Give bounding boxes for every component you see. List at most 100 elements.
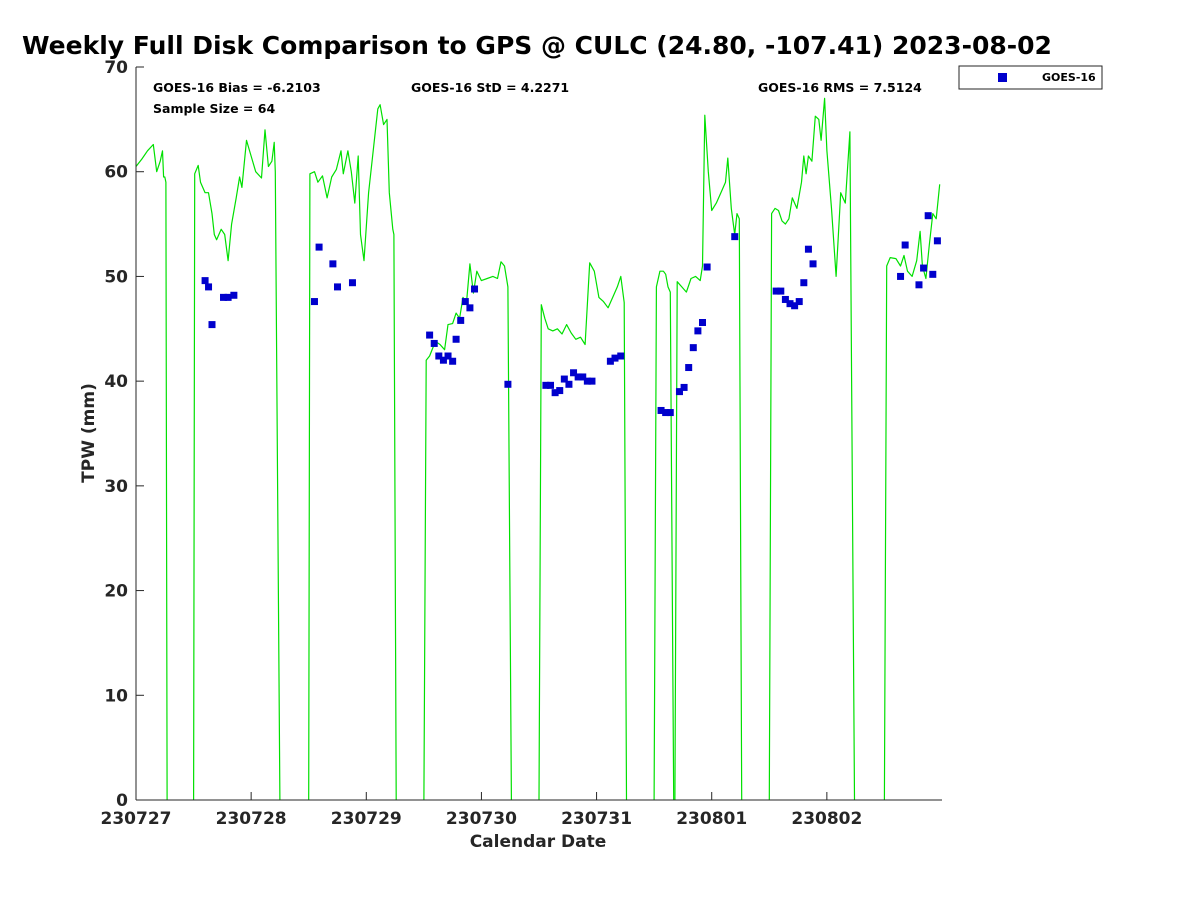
y-tick-label: 0 (116, 791, 128, 811)
goes-16-point (781, 295, 789, 303)
goes-16-point (583, 377, 591, 385)
goes-16-point (800, 279, 808, 287)
chart-title: Weekly Full Disk Comparison to GPS @ CUL… (22, 31, 1052, 60)
goes-16-point (551, 389, 559, 397)
x-ticks: 230727 230728 230729 230730 230731 230801 2308… (101, 792, 862, 829)
std-stat: GOES-16 StD = 4.2271 (411, 80, 569, 95)
goes-16-point (703, 263, 711, 271)
x-tick-label: 230801 (676, 809, 747, 829)
goes-16-point (680, 383, 688, 391)
y-tick-label: 20 (104, 582, 128, 602)
goes-16-point (588, 377, 596, 385)
goes-16-point (230, 291, 238, 299)
gps-line-segment (538, 262, 628, 801)
goes-16-point (466, 304, 474, 312)
legend: GOES-16 (958, 65, 1103, 90)
gps-line-segment (135, 143, 168, 801)
goes-16-point (430, 339, 438, 347)
gps-line-series (135, 97, 941, 801)
goes-16-point (662, 409, 670, 417)
bias-stat: GOES-16 Bias = -6.2103 (153, 80, 321, 95)
goes-16-point (435, 352, 443, 360)
goes-16-point (933, 237, 941, 245)
x-tick-label: 230802 (791, 809, 862, 829)
goes-16-point (310, 298, 318, 306)
x-tick-label: 230728 (216, 809, 287, 829)
goes-16-point (565, 380, 573, 388)
goes-16-point (426, 331, 434, 339)
goes-16-point (666, 409, 674, 417)
goes-16-point (315, 243, 323, 251)
goes-16-point (791, 302, 799, 310)
y-tick-label: 40 (104, 372, 128, 392)
axes: 0 10 20 30 40 50 60 70 230727 230728 230729 230730… (101, 58, 942, 829)
gps-line-segment (674, 114, 743, 801)
goes-16-point (461, 298, 469, 306)
goes-16-point (901, 241, 909, 249)
goes-16-point (694, 327, 702, 335)
goes-16-point (809, 260, 817, 268)
goes-16-point (224, 293, 232, 301)
goes-16-point (657, 406, 665, 414)
goes-16-point (924, 212, 932, 220)
goes-16-point (457, 316, 465, 324)
goes-16-point (452, 335, 460, 343)
y-ticks: 0 10 20 30 40 50 60 70 (104, 58, 144, 811)
goes-16-point (795, 298, 803, 306)
y-tick-label: 70 (104, 58, 128, 78)
rms-stat: GOES-16 RMS = 7.5124 (758, 80, 922, 95)
goes-16-point (772, 287, 780, 295)
goes-16-point (208, 321, 216, 329)
legend-box (958, 65, 1103, 90)
goes-16-point (777, 287, 785, 295)
goes-16-point (542, 381, 550, 389)
y-axis-label: TPW (mm) (79, 383, 99, 483)
goes-16-point (220, 293, 228, 301)
goes-16-point (560, 375, 568, 383)
goes-16-point (504, 380, 512, 388)
sample-size-stat: Sample Size = 64 (153, 101, 275, 116)
goes-16-point (617, 352, 625, 360)
gps-line-segment (768, 97, 856, 801)
x-tick-label: 230727 (101, 809, 172, 829)
x-axis-label: Calendar Date (470, 832, 607, 852)
gps-line-segment (193, 129, 281, 801)
goes-16-point (348, 279, 356, 287)
y-tick-label: 60 (104, 163, 128, 183)
goes-16-point (570, 369, 578, 377)
goes-16-point (685, 364, 693, 372)
goes-16-point-series (201, 212, 941, 417)
goes-16-point (574, 373, 582, 381)
goes-16-point (334, 283, 341, 291)
gps-line-segment (653, 270, 675, 801)
y-tick-label: 30 (104, 477, 128, 497)
goes-16-point (439, 356, 447, 364)
goes-16-point (547, 381, 555, 389)
goes-16-point (449, 357, 457, 365)
goes-16-point (606, 357, 614, 365)
goes-16-point (556, 387, 564, 395)
plot-area (135, 97, 941, 801)
gps-line-segment (883, 184, 941, 801)
goes-16-point (897, 272, 905, 280)
goes-16-point (201, 277, 209, 285)
goes-16-point (471, 285, 479, 293)
goes-16-point (205, 283, 213, 291)
goes-16-point (786, 300, 794, 308)
goes-16-point (915, 281, 923, 289)
goes-16-point (329, 260, 337, 268)
goes-16-point (920, 264, 928, 272)
goes-16-point (689, 344, 697, 352)
gps-line-segment (308, 104, 397, 801)
x-tick-label: 230731 (561, 809, 632, 829)
goes-16-point (731, 233, 739, 241)
goes-16-point (675, 388, 683, 396)
y-tick-label: 50 (104, 267, 128, 287)
goes-16-point (579, 373, 587, 381)
x-tick-label: 230730 (446, 809, 517, 829)
legend-label-goes-16: GOES-16 (1042, 71, 1096, 84)
goes-16-point (699, 319, 707, 327)
goes-16-point (804, 245, 812, 253)
goes-16-point (444, 352, 452, 360)
